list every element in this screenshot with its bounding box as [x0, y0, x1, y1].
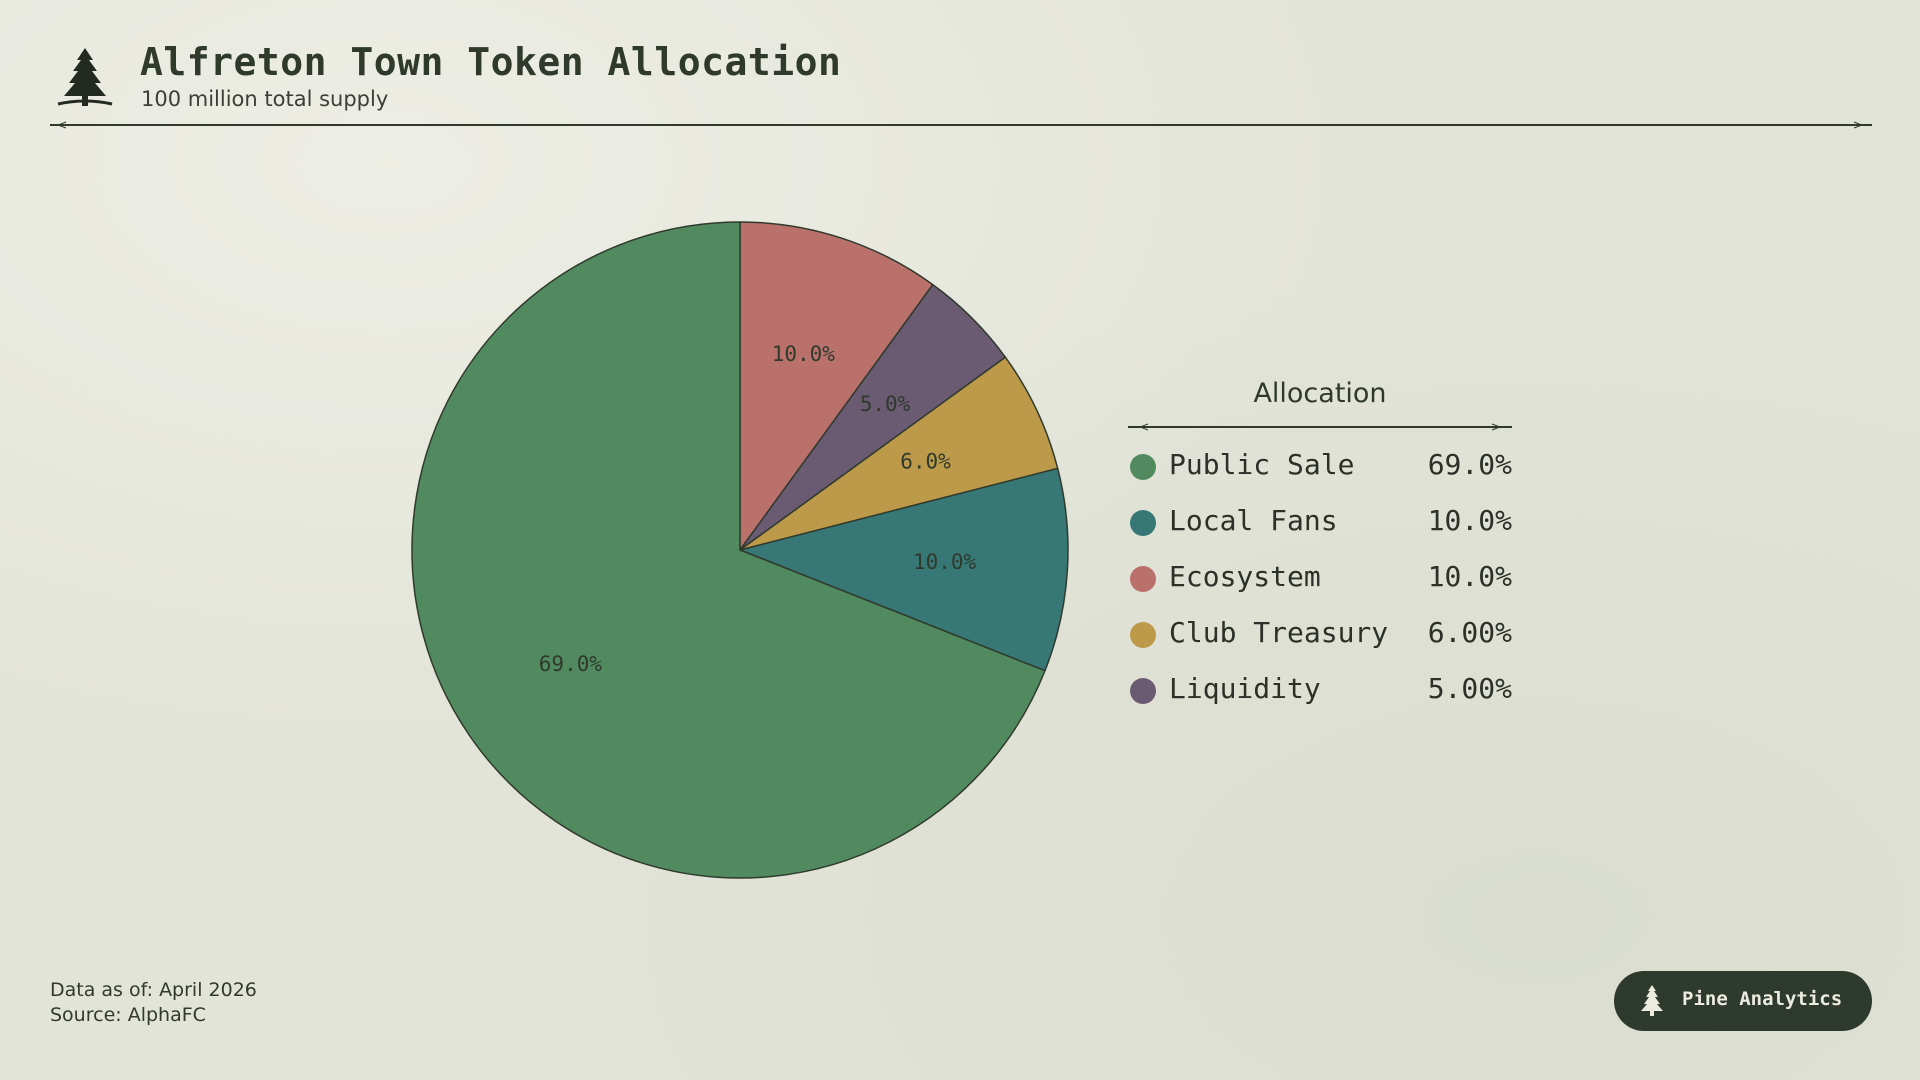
legend-value: 10.0%	[1427, 560, 1512, 593]
legend-title: Allocation	[1253, 378, 1387, 409]
slice-label: 10.0%	[913, 550, 977, 574]
legend-label: Liquidity	[1169, 672, 1321, 705]
pine-tree-icon	[57, 48, 113, 106]
legend-swatch	[1130, 678, 1156, 704]
legend-value: 5.00%	[1427, 672, 1512, 705]
legend-label: Public Sale	[1169, 448, 1355, 481]
legend-value: 6.00%	[1427, 616, 1512, 649]
legend-swatch	[1130, 622, 1156, 648]
data-date: Data as of: April 2026	[50, 979, 257, 1001]
pie-slice	[739, 221, 934, 551]
legend-divider	[1128, 423, 1512, 431]
slice-label: 5.0%	[860, 392, 911, 416]
pine-tree-icon	[1641, 985, 1663, 1016]
legend-label: Club Treasury	[1169, 616, 1389, 649]
pie-slice	[739, 467, 1069, 672]
legend-item: Local Fans 10.0%	[1128, 500, 1512, 556]
footer-note: Data as of: April 2026 Source: AlphaFC	[50, 978, 257, 1028]
legend-swatch	[1130, 510, 1156, 536]
legend-item: Liquidity 5.00%	[1128, 668, 1512, 724]
legend: Public Sale 69.0% Local Fans 10.0% Ecosy…	[1128, 444, 1512, 724]
page-title: Alfreton Town Token Allocation	[140, 40, 842, 84]
page-subtitle: 100 million total supply	[141, 87, 389, 111]
brand-badge: Pine Analytics	[1614, 971, 1872, 1031]
pie-slice	[411, 221, 1046, 879]
slice-label: 10.0%	[772, 342, 836, 366]
legend-item: Ecosystem 10.0%	[1128, 556, 1512, 612]
pie-slice	[739, 356, 1059, 551]
legend-value: 10.0%	[1427, 504, 1512, 537]
legend-label: Ecosystem	[1169, 560, 1321, 593]
legend-swatch	[1130, 454, 1156, 480]
legend-label: Local Fans	[1169, 504, 1338, 537]
brand-name: Pine Analytics	[1682, 988, 1843, 1010]
legend-item: Public Sale 69.0%	[1128, 444, 1512, 500]
slice-label: 69.0%	[539, 652, 603, 676]
legend-item: Club Treasury 6.00%	[1128, 612, 1512, 668]
header: Alfreton Town Token Allocation 100 milli…	[50, 40, 1872, 130]
data-source: Source: AlphaFC	[50, 1004, 206, 1026]
slice-label: 6.0%	[900, 450, 951, 474]
header-divider	[50, 121, 1872, 129]
legend-value: 69.0%	[1427, 448, 1512, 481]
legend-swatch	[1130, 566, 1156, 592]
